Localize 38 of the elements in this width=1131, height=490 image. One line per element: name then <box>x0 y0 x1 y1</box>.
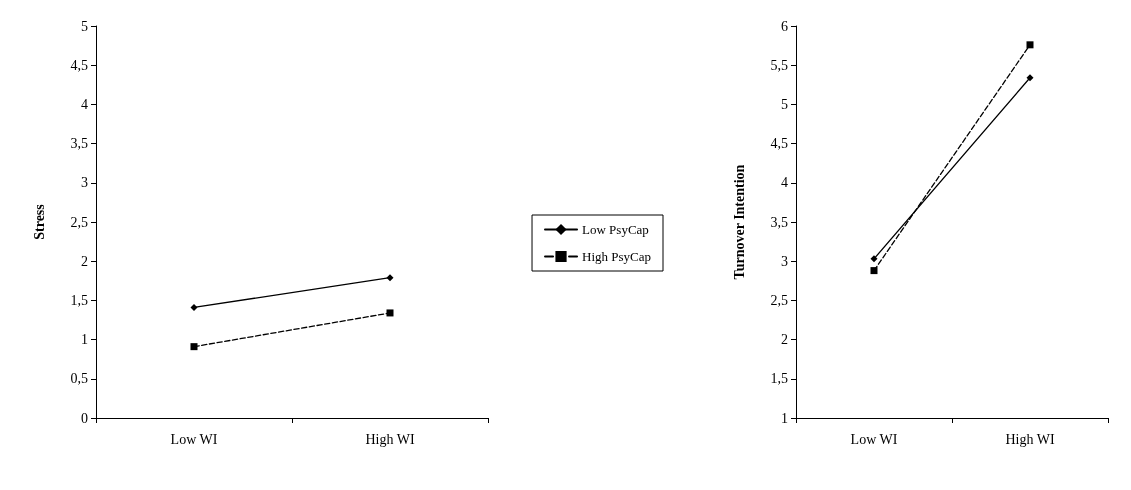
legend-label: Low PsyCap <box>582 222 649 237</box>
x-tick-label: High WI <box>365 431 415 447</box>
y-tick-label: 3,5 <box>770 214 788 230</box>
y-tick-label: 2 <box>81 253 88 269</box>
point <box>870 267 878 275</box>
y-tick-label: 3 <box>81 175 88 191</box>
y-tick-label: 0 <box>81 410 88 426</box>
y-tick-label: 5,5 <box>770 57 788 73</box>
point <box>1026 74 1034 82</box>
y-tick-label: 4,5 <box>70 57 88 73</box>
point <box>190 343 198 351</box>
y-tick-label: 1 <box>781 410 788 426</box>
y-axis-title: Stress <box>31 203 47 240</box>
y-tick-label: 1,5 <box>770 371 788 387</box>
point <box>386 309 394 317</box>
y-tick-label: 6 <box>781 18 788 34</box>
x-tick-label: Low WI <box>170 431 218 447</box>
point <box>190 303 198 311</box>
y-tick-label: 5 <box>781 96 788 112</box>
y-tick-label: 0,5 <box>70 371 88 387</box>
y-tick-label: 3 <box>781 253 788 269</box>
y-tick-label: 3,5 <box>70 136 88 152</box>
point <box>386 274 394 282</box>
y-tick-label: 5 <box>81 18 88 34</box>
y-tick-label: 1 <box>81 332 88 348</box>
y-axis-title: Turnover Intention <box>731 164 747 280</box>
y-tick-label: 1,5 <box>70 292 88 308</box>
y-tick-label: 2,5 <box>770 292 788 308</box>
legend-label: High PsyCap <box>582 249 651 264</box>
y-tick-label: 4 <box>81 96 88 112</box>
point <box>1026 41 1034 49</box>
y-tick-label: 4,5 <box>770 136 788 152</box>
point <box>870 255 878 263</box>
y-tick-label: 2,5 <box>70 214 88 230</box>
x-tick-label: Low WI <box>850 431 898 447</box>
y-tick-label: 4 <box>781 175 788 191</box>
y-tick-label: 2 <box>781 332 788 348</box>
x-tick-label: High WI <box>1005 431 1055 447</box>
